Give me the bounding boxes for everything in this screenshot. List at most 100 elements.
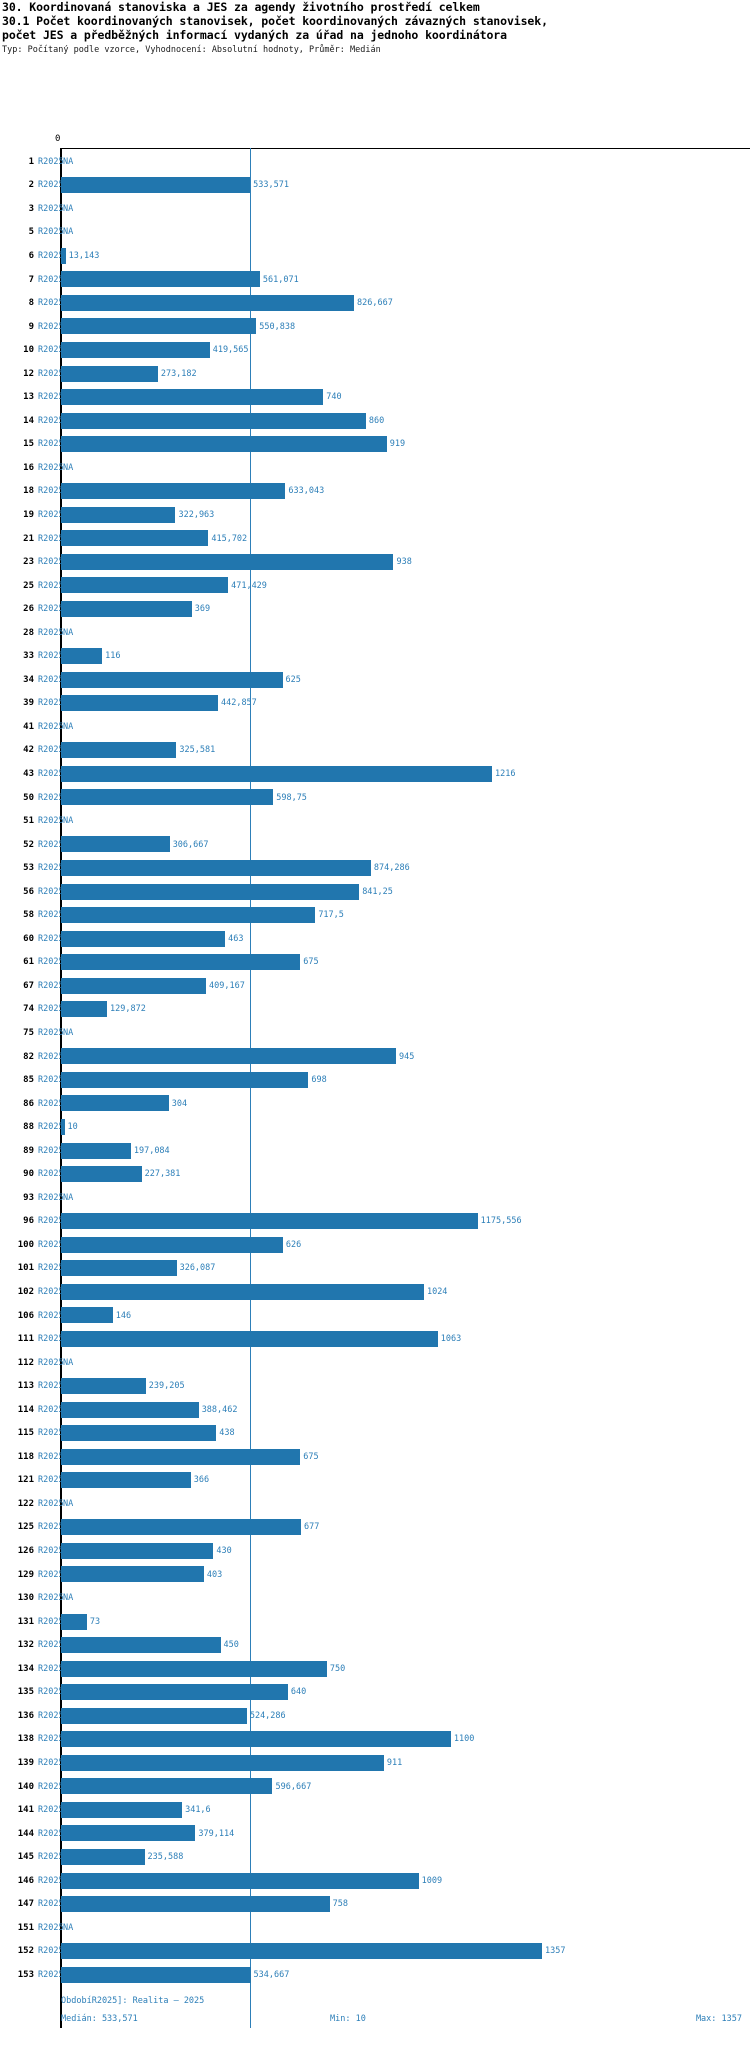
row-index-label: 82: [23, 1051, 34, 1062]
bar-container: 698: [61, 1068, 750, 1092]
bar-container: 322,963: [61, 503, 750, 527]
bar-row: 96 R2025 1175,556: [0, 1210, 750, 1234]
row-index-label: 28: [23, 627, 34, 638]
bar-value-label: 239,205: [148, 1381, 185, 1392]
row-period-label: R2025: [38, 227, 64, 238]
row-period-label: R2025: [38, 486, 64, 497]
row-index-label: 33: [23, 651, 34, 662]
bar-row: 125 R2025 677: [0, 1516, 750, 1540]
bar-value-label: 919: [389, 439, 406, 450]
row-index-label: 153: [17, 1969, 34, 1980]
row-period-label: R2025: [38, 580, 64, 591]
bar: [61, 1519, 301, 1536]
row-index-label: 130: [17, 1593, 34, 1604]
row-period-label: R2025: [38, 1216, 64, 1227]
bar-row: 111 R2025 1063: [0, 1327, 750, 1351]
row-index-label: 89: [23, 1145, 34, 1156]
bar-container: 598,75: [61, 786, 750, 810]
row-period-label: R2025: [38, 250, 64, 261]
bar-container: 1100: [61, 1728, 750, 1752]
bar-row: 141 R2025 341,6: [0, 1798, 750, 1822]
bar-container: 1175,556: [61, 1210, 750, 1234]
row-period-label: R2025: [38, 698, 64, 709]
row-period-label: R2025: [38, 910, 64, 921]
bar-value-label: 409,167: [209, 980, 245, 991]
bar-container: 430: [61, 1539, 750, 1563]
row-period-label: R2025: [38, 180, 64, 191]
row-period-label: R2025: [38, 792, 64, 803]
row-index-label: 151: [17, 1922, 34, 1933]
plot-area: 0 1 R2025 NA 2 R2025 533,571 3 R2025 NA 5 R2025 NA 6…: [0, 62, 750, 2028]
row-period-label: R2025: [38, 816, 64, 827]
bar-value-label: NA: [63, 203, 74, 214]
bar-value-label: 596,667: [275, 1781, 312, 1792]
bar-row: 26 R2025 369: [0, 597, 750, 621]
bar-row: 114 R2025 388,462: [0, 1398, 750, 1422]
bar-container: 341,6: [61, 1798, 750, 1822]
row-index-label: 139: [17, 1757, 34, 1768]
bar: [61, 1378, 146, 1395]
bar: [61, 789, 274, 806]
row-period-label: R2025: [38, 1145, 64, 1156]
row-period-label: R2025: [38, 1122, 64, 1133]
bar: [61, 1001, 108, 1018]
bar: [61, 436, 387, 453]
row-index-label: 141: [17, 1805, 34, 1816]
row-period-label: R2025: [38, 1828, 64, 1839]
bar-value-label: 1175,556: [480, 1216, 522, 1227]
bar-value-label: 1216: [495, 768, 516, 779]
bar-row: 138 R2025 1100: [0, 1728, 750, 1752]
bar-value-label: NA: [63, 1357, 74, 1368]
bar-value-label: 841,25: [362, 886, 393, 897]
row-index-label: 136: [17, 1710, 34, 1721]
row-period-label: R2025: [38, 1734, 64, 1745]
bar-container: 533,571: [61, 174, 750, 198]
row-period-label: R2025: [38, 1875, 64, 1886]
bar-value-label: 698: [311, 1075, 327, 1086]
row-index-label: 67: [23, 980, 34, 991]
bar-container: 227,381: [61, 1163, 750, 1187]
bar-container: NA: [61, 1586, 750, 1610]
bar-row: 56 R2025 841,25: [0, 880, 750, 904]
axis-zero-line: [60, 148, 62, 2028]
bar: [61, 765, 493, 782]
bar-value-label: 227,381: [144, 1169, 181, 1180]
bar-container: 442,857: [61, 692, 750, 716]
bar: [61, 1943, 542, 1960]
bar-container: NA: [61, 1492, 750, 1516]
bar: [61, 1472, 191, 1489]
bar-container: 419,565: [61, 338, 750, 362]
bar-row: 61 R2025 675: [0, 951, 750, 975]
bar-container: 304: [61, 1092, 750, 1116]
bar-container: 524,286: [61, 1704, 750, 1728]
bar-row: 147 R2025 758: [0, 1892, 750, 1916]
row-index-label: 134: [17, 1663, 34, 1674]
bar-value-label: 1009: [421, 1875, 443, 1886]
row-index-label: 25: [23, 580, 34, 591]
bar-row: 139 R2025 911: [0, 1751, 750, 1775]
bar-value-label: 325,581: [179, 745, 216, 756]
bar-value-label: 938: [396, 557, 412, 568]
row-period-label: R2025: [38, 392, 64, 403]
bar-container: NA: [61, 1186, 750, 1210]
row-period-label: R2025: [38, 321, 64, 332]
bar: [61, 247, 66, 264]
row-index-label: 101: [17, 1263, 34, 1274]
row-period-label: R2025: [38, 1946, 64, 1957]
row-index-label: 146: [17, 1875, 34, 1886]
bar-row: 118 R2025 675: [0, 1445, 750, 1469]
row-index-label: 129: [17, 1569, 34, 1580]
bar-value-label: 740: [326, 392, 342, 403]
row-period-label: R2025: [38, 1169, 64, 1180]
bar: [61, 671, 283, 688]
bar-value-label: 450: [223, 1640, 239, 1651]
bar-row: 13 R2025 740: [0, 385, 750, 409]
bar-container: 1063: [61, 1327, 750, 1351]
bar-container: 306,667: [61, 833, 750, 857]
bar-row: 152 R2025 1357: [0, 1940, 750, 1964]
bar-value-label: 626: [285, 1239, 302, 1250]
bar-container: 758: [61, 1892, 750, 1916]
bar: [61, 1542, 214, 1559]
row-period-label: R2025: [38, 1969, 64, 1980]
bar-row: 126 R2025 430: [0, 1539, 750, 1563]
